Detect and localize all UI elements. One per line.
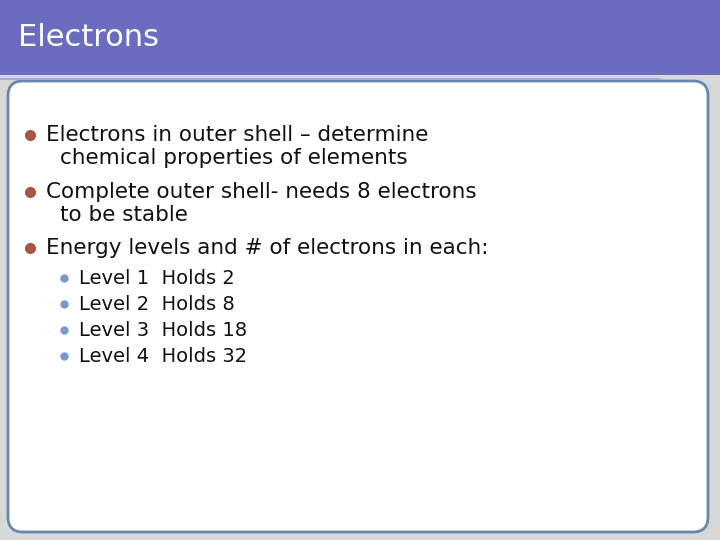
Text: Level 1  Holds 2: Level 1 Holds 2 <box>79 268 235 287</box>
Text: chemical properties of elements: chemical properties of elements <box>60 148 408 168</box>
Bar <box>0 0 720 75</box>
Text: Electrons: Electrons <box>18 23 159 52</box>
Text: Energy levels and # of electrons in each:: Energy levels and # of electrons in each… <box>46 238 488 258</box>
FancyBboxPatch shape <box>8 81 708 532</box>
Text: Complete outer shell- needs 8 electrons: Complete outer shell- needs 8 electrons <box>46 182 477 202</box>
Text: Level 4  Holds 32: Level 4 Holds 32 <box>79 347 247 366</box>
Text: Electrons in outer shell – determine: Electrons in outer shell – determine <box>46 125 428 145</box>
Text: Level 3  Holds 18: Level 3 Holds 18 <box>79 321 247 340</box>
Text: to be stable: to be stable <box>60 205 188 225</box>
Text: Level 2  Holds 8: Level 2 Holds 8 <box>79 294 235 314</box>
